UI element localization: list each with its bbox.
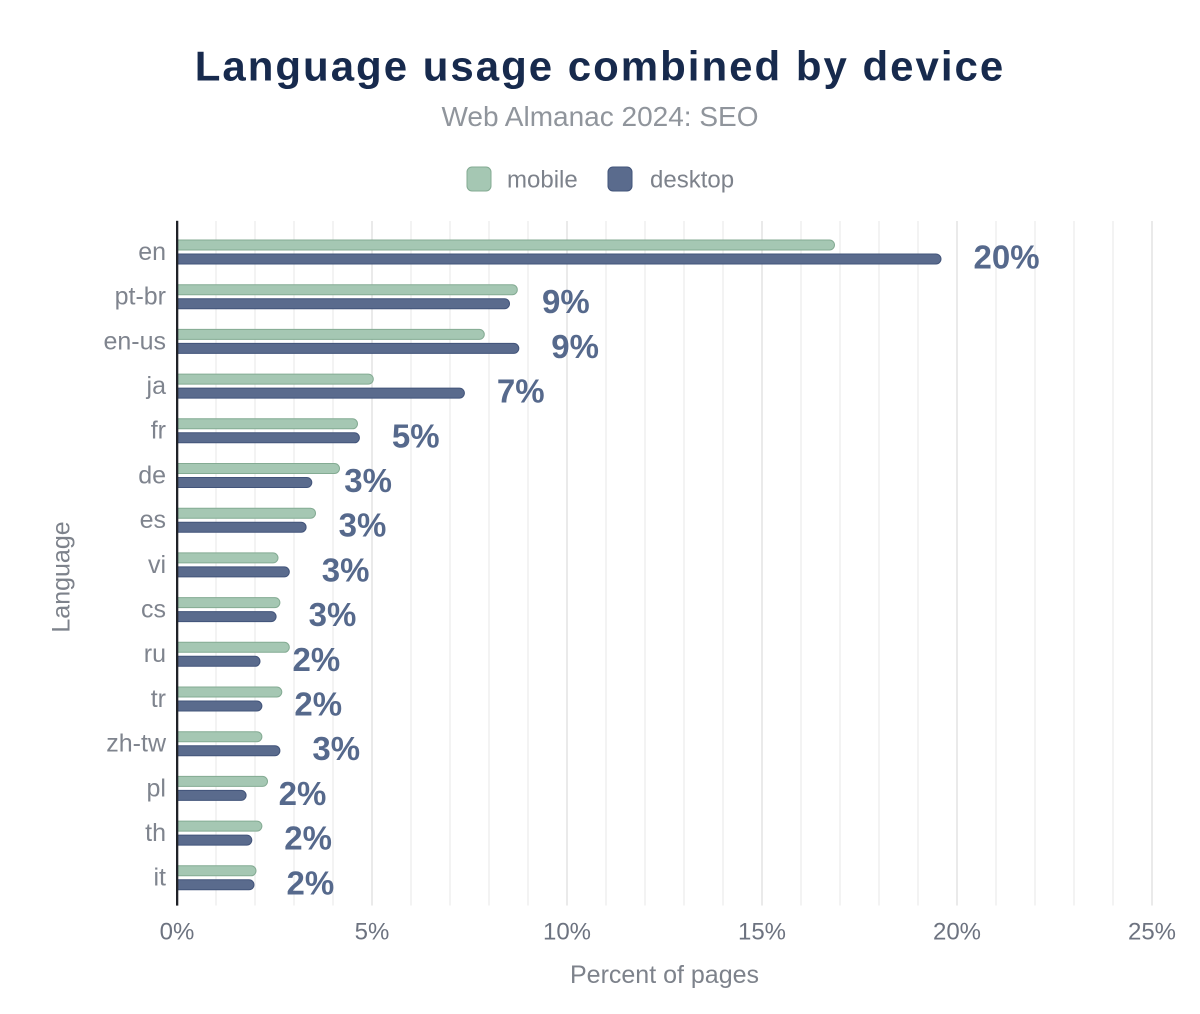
- svg-text:2%: 2%: [279, 775, 327, 812]
- svg-text:tr: tr: [151, 685, 166, 713]
- svg-text:Percent of pages: Percent of pages: [570, 961, 759, 989]
- svg-text:es: es: [140, 506, 166, 534]
- svg-text:3%: 3%: [312, 730, 360, 767]
- svg-text:desktop: desktop: [650, 167, 734, 194]
- svg-text:fr: fr: [151, 417, 166, 445]
- svg-text:25%: 25%: [1128, 919, 1176, 946]
- svg-text:Language: Language: [48, 521, 76, 632]
- svg-text:ru: ru: [144, 640, 166, 668]
- svg-text:2%: 2%: [293, 641, 341, 678]
- svg-text:vi: vi: [148, 551, 166, 579]
- svg-text:3%: 3%: [344, 462, 392, 499]
- svg-text:mobile: mobile: [507, 167, 578, 194]
- svg-text:7%: 7%: [497, 373, 545, 410]
- svg-text:pt-br: pt-br: [115, 283, 166, 311]
- svg-text:Web Almanac 2024: SEO: Web Almanac 2024: SEO: [442, 101, 759, 132]
- svg-text:3%: 3%: [322, 551, 370, 588]
- svg-text:en: en: [138, 238, 166, 266]
- svg-text:zh-tw: zh-tw: [106, 730, 167, 758]
- svg-text:ja: ja: [146, 372, 167, 400]
- svg-text:cs: cs: [141, 596, 166, 624]
- svg-text:20%: 20%: [974, 239, 1040, 276]
- svg-text:de: de: [138, 461, 166, 489]
- svg-text:en-us: en-us: [103, 327, 166, 355]
- svg-text:3%: 3%: [339, 507, 387, 544]
- svg-text:5%: 5%: [355, 919, 390, 946]
- svg-text:2%: 2%: [284, 820, 332, 857]
- svg-text:2%: 2%: [287, 864, 335, 901]
- svg-text:5%: 5%: [392, 417, 440, 454]
- svg-text:3%: 3%: [309, 596, 357, 633]
- svg-text:th: th: [145, 819, 166, 847]
- svg-text:20%: 20%: [933, 919, 981, 946]
- svg-text:pl: pl: [147, 774, 166, 802]
- svg-text:0%: 0%: [160, 919, 195, 946]
- svg-text:2%: 2%: [294, 686, 342, 723]
- svg-text:10%: 10%: [543, 919, 591, 946]
- svg-text:9%: 9%: [551, 328, 599, 365]
- svg-text:9%: 9%: [542, 283, 590, 320]
- svg-text:it: it: [154, 864, 167, 892]
- svg-text:15%: 15%: [738, 919, 786, 946]
- svg-text:Language usage combined by dev: Language usage combined by device: [195, 43, 1006, 90]
